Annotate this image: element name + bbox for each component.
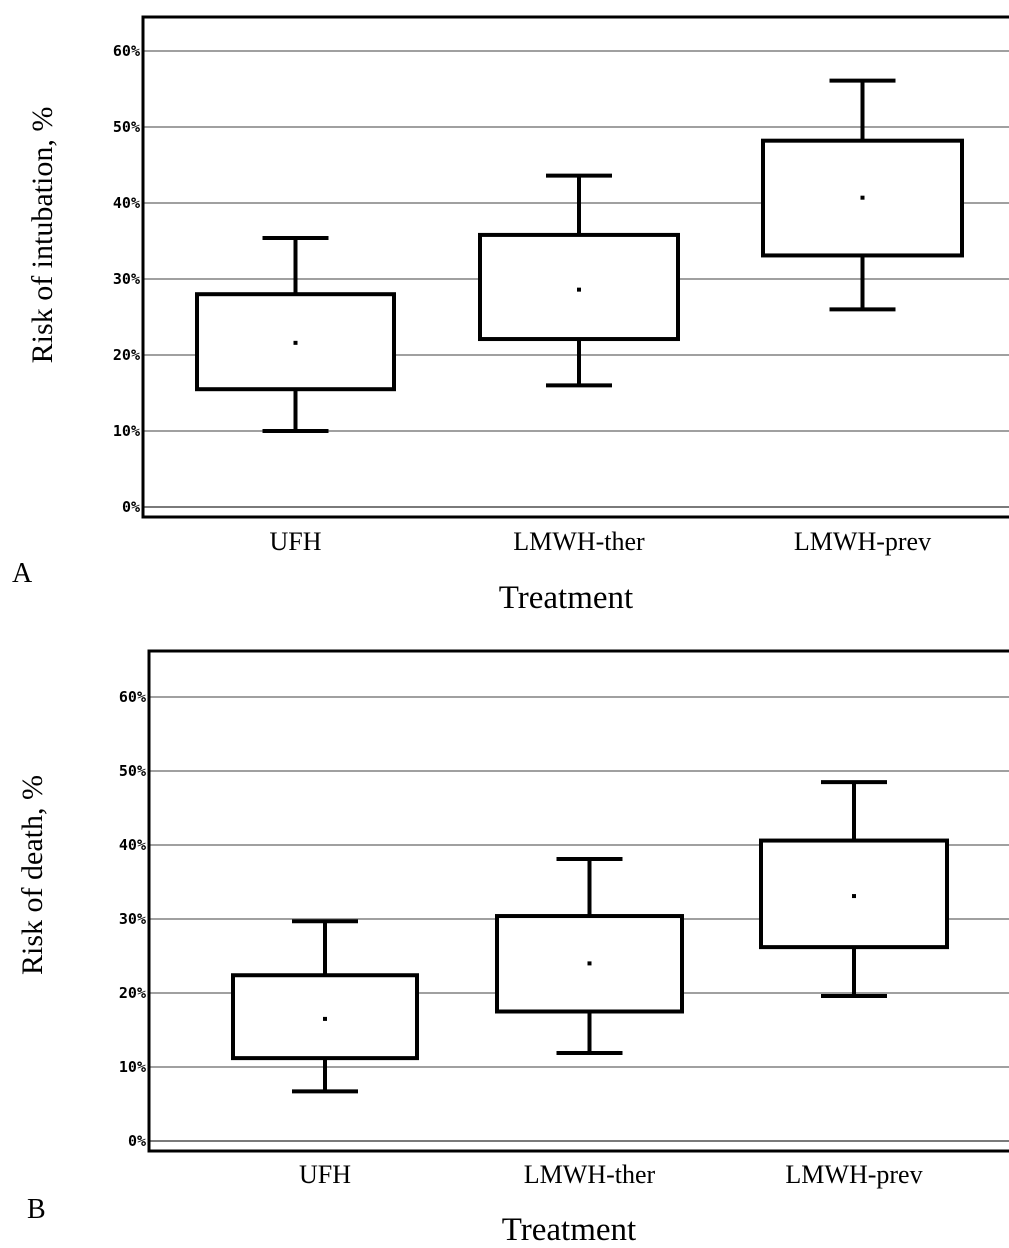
y-axis-title: Risk of death, % — [16, 775, 49, 975]
box-ufh — [195, 235, 396, 433]
y-tick-label: 60% — [119, 688, 146, 706]
x-axis-title: Treatment — [499, 580, 633, 616]
center-point — [587, 961, 592, 966]
center-point — [293, 340, 298, 345]
panel-label: B — [27, 1194, 46, 1225]
box-lmwh-prev — [759, 780, 949, 998]
y-tick-label: 0% — [128, 1132, 146, 1150]
y-tick-label: 10% — [119, 1058, 146, 1076]
y-axis-title: Risk of intubation, % — [26, 107, 59, 364]
box-rect — [478, 232, 680, 342]
plot-frame — [147, 649, 1009, 1153]
y-tick-label: 0% — [122, 498, 140, 516]
center-point — [852, 894, 856, 899]
plot-frame — [141, 15, 1009, 519]
x-category-label: LMWH-ther — [513, 527, 645, 556]
y-tick-label: 40% — [119, 836, 146, 854]
panel-a: 0% 10% 20% 30% 40% 50% 60% UFH LMWH-ther LMWH-pre… — [12, 15, 1009, 616]
box-rect — [231, 973, 419, 1061]
y-tick-label: 50% — [113, 118, 140, 136]
box-ufh — [231, 919, 419, 1094]
box-lmwh-ther — [495, 857, 684, 1055]
box-lmwh-prev — [761, 78, 964, 312]
box-rect — [759, 838, 949, 950]
y-tick-label: 20% — [119, 984, 146, 1002]
y-tick-label: 30% — [113, 270, 140, 288]
x-category-label: LMWH-prev — [785, 1160, 922, 1189]
y-tick-label: 20% — [113, 346, 140, 364]
x-category-label: LMWH-ther — [524, 1160, 656, 1189]
y-tick-label: 10% — [113, 422, 140, 440]
center-point — [323, 1016, 327, 1021]
x-axis-title: Treatment — [502, 1212, 636, 1248]
x-category-label: LMWH-prev — [794, 527, 931, 556]
panel-label: A — [12, 558, 33, 589]
x-category-label: UFH — [299, 1160, 351, 1189]
center-point — [577, 287, 581, 292]
y-tick-label: 60% — [113, 42, 140, 60]
y-tick-label: 40% — [113, 194, 140, 212]
center-point — [860, 195, 865, 200]
panel-b: 0% 10% 20% 30% 40% 50% 60% UFH LMWH-ther LMWH-pre… — [16, 649, 1009, 1248]
y-tick-label: 50% — [119, 762, 146, 780]
box-lmwh-ther — [478, 173, 680, 388]
y-tick-label: 30% — [119, 910, 146, 928]
x-category-label: UFH — [269, 527, 321, 556]
